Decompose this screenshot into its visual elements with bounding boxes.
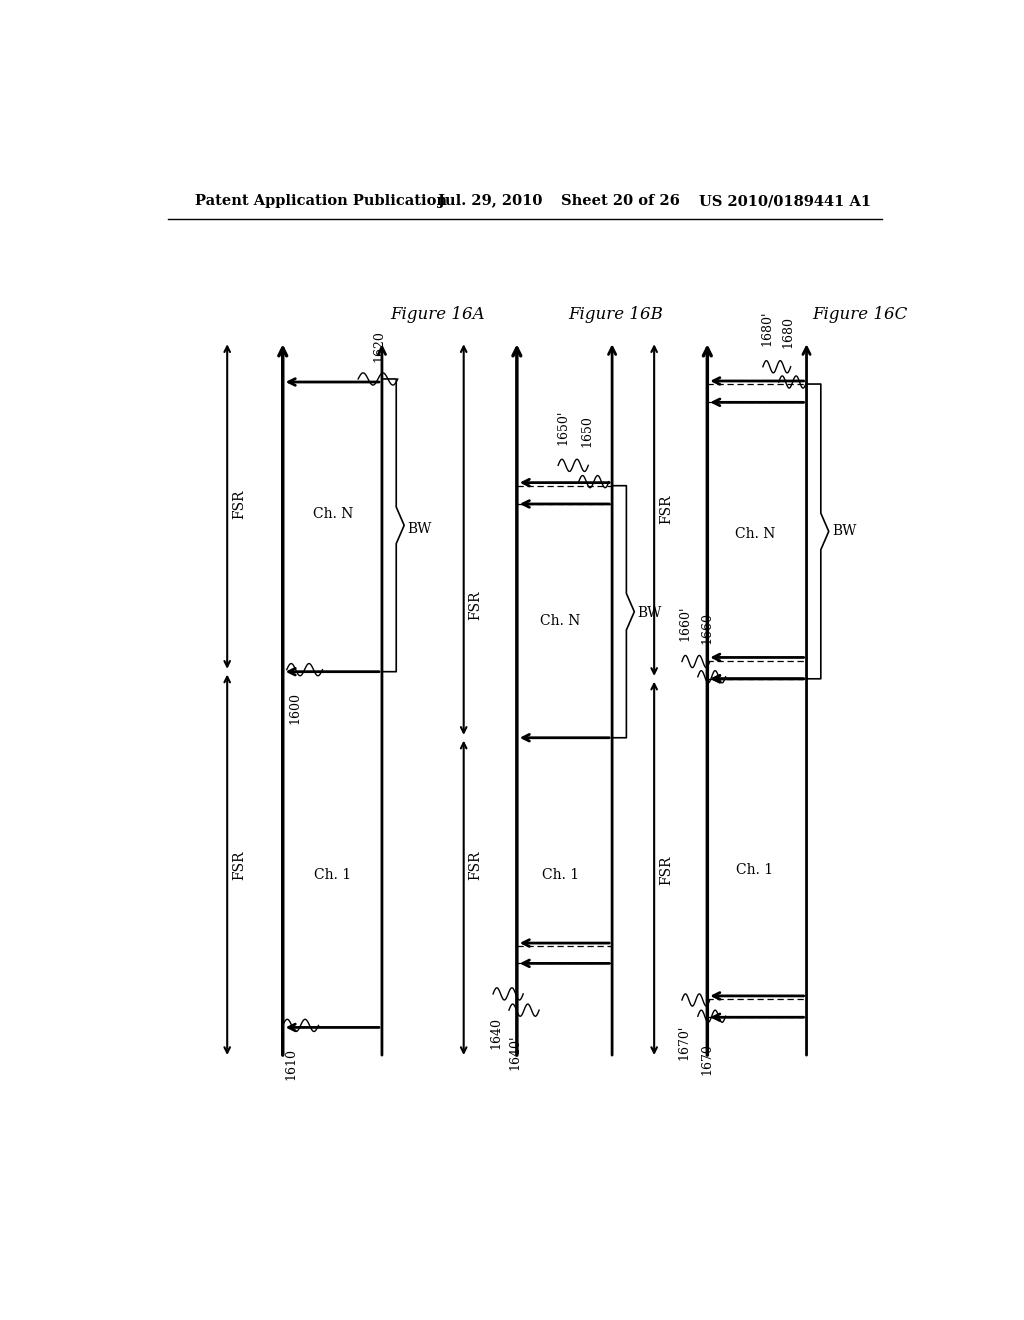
Text: 1670': 1670': [677, 1024, 690, 1060]
Text: 1610: 1610: [285, 1048, 297, 1080]
Text: 1660: 1660: [700, 612, 714, 644]
Text: FSR: FSR: [469, 850, 482, 879]
Text: Figure 16A: Figure 16A: [390, 306, 484, 323]
Text: 1680: 1680: [781, 317, 795, 348]
Text: FSR: FSR: [659, 855, 673, 884]
Text: Ch. 1: Ch. 1: [542, 869, 580, 882]
Text: Jul. 29, 2010: Jul. 29, 2010: [437, 194, 542, 209]
Text: Ch. 1: Ch. 1: [736, 863, 773, 876]
Text: 1650: 1650: [581, 416, 593, 447]
Text: 1670: 1670: [700, 1043, 714, 1074]
Text: 1660': 1660': [679, 606, 691, 642]
Text: 1620: 1620: [373, 330, 385, 362]
Text: FSR: FSR: [659, 494, 673, 524]
Text: 1640: 1640: [489, 1018, 503, 1049]
Text: FSR: FSR: [469, 591, 482, 620]
Text: 1680': 1680': [761, 312, 773, 346]
Text: FSR: FSR: [232, 850, 246, 879]
Text: US 2010/0189441 A1: US 2010/0189441 A1: [699, 194, 871, 209]
Text: FSR: FSR: [232, 490, 246, 519]
Text: Figure 16C: Figure 16C: [812, 306, 907, 323]
Text: Ch. 1: Ch. 1: [314, 869, 351, 882]
Text: Ch. N: Ch. N: [735, 528, 775, 541]
Text: Ch. N: Ch. N: [312, 507, 353, 521]
Text: 1650': 1650': [556, 409, 569, 445]
Text: Figure 16B: Figure 16B: [568, 306, 664, 323]
Text: Patent Application Publication: Patent Application Publication: [196, 194, 447, 209]
Text: 1600: 1600: [288, 692, 301, 723]
Text: 1640': 1640': [509, 1035, 522, 1071]
Text: BW: BW: [831, 524, 856, 539]
Text: Sheet 20 of 26: Sheet 20 of 26: [560, 194, 679, 209]
Text: Ch. N: Ch. N: [541, 614, 581, 628]
Text: BW: BW: [408, 523, 432, 536]
Text: BW: BW: [638, 606, 662, 619]
